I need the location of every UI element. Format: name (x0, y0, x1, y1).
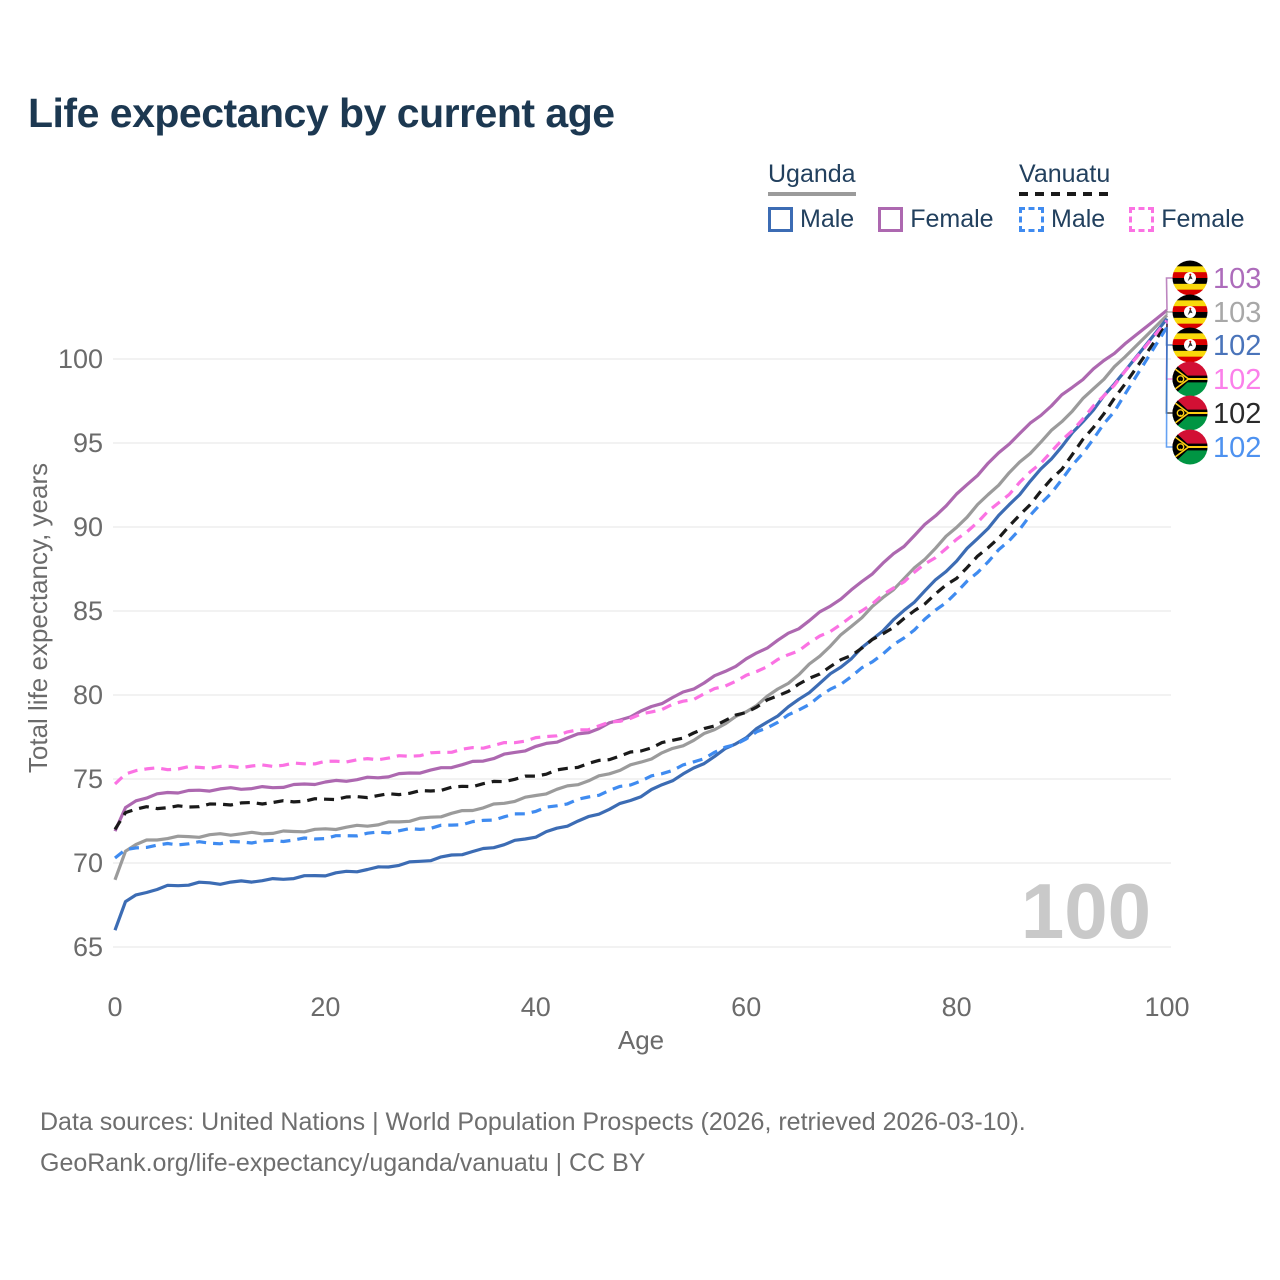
legend-label-uganda-female: Female (910, 205, 994, 233)
footer-attribution: GeoRank.org/life-expectancy/uganda/vanua… (40, 1149, 646, 1177)
legend-line-swatch-uganda (768, 192, 856, 196)
legend-swatch-vanuatu-male-icon (1019, 207, 1044, 232)
y-tick-label: 85 (73, 596, 103, 626)
series-line-uganda-male[interactable] (113, 317, 1169, 931)
legend-item-vanuatu-male[interactable]: Male (1019, 205, 1105, 234)
legend-item-uganda-male[interactable]: Male (768, 205, 854, 234)
series-line-vanuatu-female[interactable] (113, 319, 1169, 786)
x-tick-label: 60 (731, 992, 761, 1022)
x-axis-title: Age (618, 1025, 664, 1055)
legend-items-uganda: Male Female (768, 205, 1018, 234)
legend-country-uganda[interactable]: Uganda (768, 160, 856, 196)
x-tick-label: 20 (310, 992, 340, 1022)
end-value-vanuatu-female: 102 (1213, 364, 1261, 396)
legend-group-vanuatu: Vanuatu Male Female (1019, 160, 1269, 234)
end-value-uganda-male: 102 (1213, 330, 1261, 362)
y-tick-label: 70 (73, 848, 103, 878)
y-tick-label: 65 (73, 932, 103, 962)
legend-swatch-vanuatu-female-icon (1129, 207, 1155, 232)
flag-icon-vanuatu (1172, 395, 1208, 431)
x-tick-label: 40 (521, 992, 551, 1022)
series-line-uganda-all[interactable] (113, 314, 1169, 881)
legend-group-uganda: Uganda Male Female (768, 160, 1018, 234)
y-tick-label: 75 (73, 764, 103, 794)
leader-line-uganda-female (1165, 277, 1173, 311)
legend-item-uganda-female[interactable]: Female (878, 205, 994, 234)
series-line-vanuatu-all[interactable] (113, 322, 1169, 831)
legend-country-vanuatu[interactable]: Vanuatu (1019, 160, 1111, 196)
legend-swatch-uganda-male-icon (768, 207, 793, 232)
y-tick-label: 95 (73, 428, 103, 458)
flag-icon-uganda (1172, 327, 1208, 363)
y-tick-label: 90 (73, 512, 103, 542)
flag-icon-uganda (1172, 294, 1208, 330)
y-tick-label: 80 (73, 680, 103, 710)
legend-items-vanuatu: Male Female (1019, 205, 1269, 234)
legend-country-label-uganda: Uganda (768, 160, 856, 188)
watermark-age-indicator: 100 (1021, 867, 1151, 955)
end-value-vanuatu-all: 102 (1213, 398, 1261, 430)
flag-icon-uganda (1172, 260, 1208, 296)
x-tick-label: 80 (942, 992, 972, 1022)
end-value-uganda-female: 103 (1213, 263, 1261, 295)
legend-swatch-uganda-female-icon (878, 207, 904, 232)
footer-data-sources: Data sources: United Nations | World Pop… (40, 1108, 1026, 1136)
end-value-vanuatu-male: 102 (1213, 432, 1261, 464)
legend-label-vanuatu-male: Male (1051, 205, 1106, 233)
flag-icon-vanuatu (1172, 429, 1208, 465)
y-axis-title: Total life expectancy, years (23, 463, 53, 773)
legend-country-label-vanuatu: Vanuatu (1019, 160, 1111, 188)
legend-label-uganda-male: Male (800, 205, 855, 233)
series-line-uganda-female[interactable] (113, 309, 1168, 832)
flag-icon-vanuatu (1172, 361, 1208, 397)
chart-title: Life expectancy by current age (28, 90, 615, 136)
x-tick-label: 100 (1144, 992, 1189, 1022)
leader-line-vanuatu-male (1165, 327, 1173, 448)
legend-item-vanuatu-female[interactable]: Female (1129, 205, 1245, 234)
leader-line-uganda-all (1165, 311, 1173, 316)
legend-line-swatch-vanuatu (1019, 192, 1111, 196)
y-tick-label: 100 (58, 344, 103, 374)
end-value-uganda-all: 103 (1213, 297, 1261, 329)
series-line-vanuatu-male[interactable] (114, 326, 1169, 860)
footer: Data sources: United Nations | World Pop… (40, 1102, 1026, 1184)
legend-label-vanuatu-female: Female (1161, 205, 1245, 233)
x-tick-label: 0 (107, 992, 122, 1022)
